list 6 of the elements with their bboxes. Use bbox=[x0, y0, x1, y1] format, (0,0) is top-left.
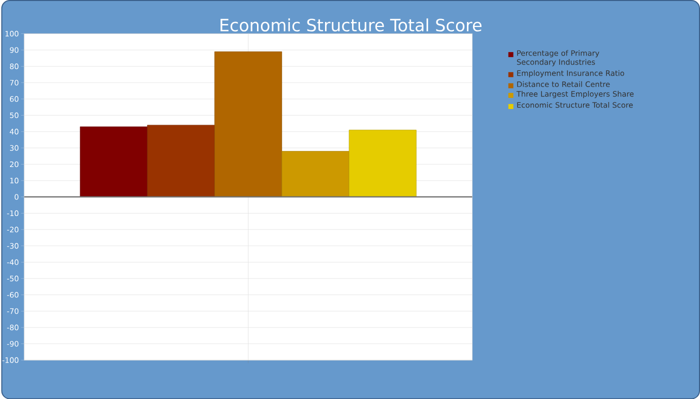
chart-title: Economic Structure Total Score bbox=[220, 18, 482, 32]
bar bbox=[348, 130, 416, 197]
bar bbox=[147, 124, 215, 197]
bar bbox=[282, 150, 350, 197]
bar bbox=[214, 51, 282, 197]
bar bbox=[80, 126, 148, 197]
